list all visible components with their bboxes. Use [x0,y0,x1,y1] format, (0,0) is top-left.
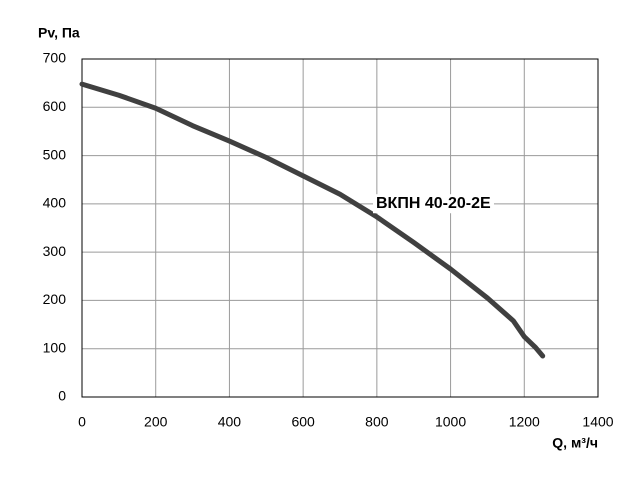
y-tick-label: 700 [43,50,67,66]
x-tick-label: 800 [365,414,389,430]
x-tick-label: 600 [291,414,315,430]
annotation: ВКПН 40-20-2Е [376,195,491,212]
x-axis-label: Q, м³/ч [552,435,598,451]
plot-border [81,58,599,398]
y-tick-label: 600 [43,98,67,114]
curve [79,81,546,359]
y-tick-label: 100 [43,339,67,355]
y-tick-label: 500 [43,146,67,162]
y-tick-label: 0 [58,388,66,404]
x-tick-label: 1400 [582,414,613,430]
x-tick-label: 0 [78,414,86,430]
y-axis-label: Pv, Па [38,25,80,41]
annotation-background [373,194,494,214]
x-tick-label: 200 [144,414,168,430]
y-tick-label: 300 [43,243,67,259]
x-tick-label: 400 [218,414,242,430]
y-tick-label: 400 [43,195,67,211]
x-tick-label: 1000 [435,414,466,430]
x-tick-label: 1200 [509,414,540,430]
y-tick-label: 200 [43,291,67,307]
